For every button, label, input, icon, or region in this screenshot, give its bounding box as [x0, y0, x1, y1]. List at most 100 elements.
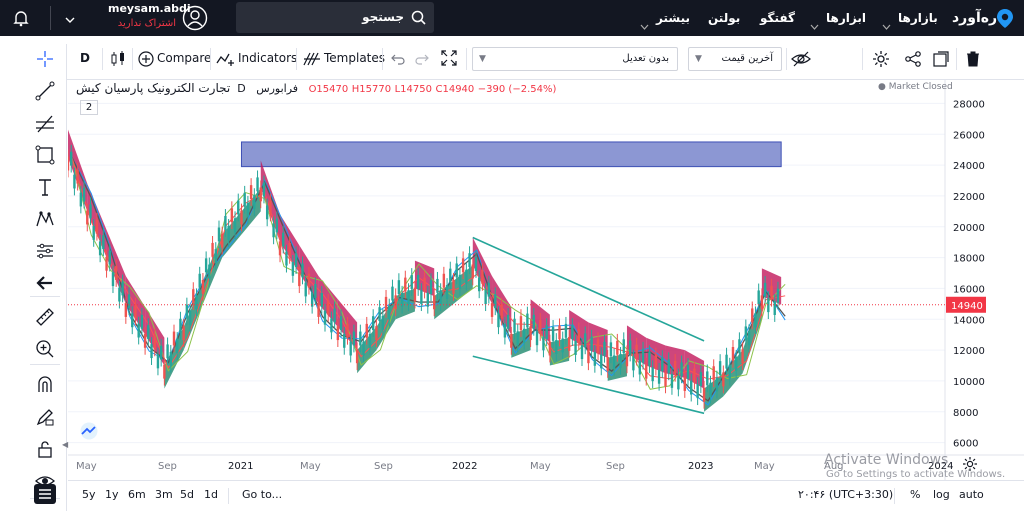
- search-box[interactable]: جستجو: [236, 2, 434, 33]
- log-scale-toggle[interactable]: log: [933, 481, 950, 509]
- candle-body: [500, 304, 503, 319]
- redo-icon[interactable]: [414, 51, 430, 67]
- top-navigation-bar: meysam.abdi اشتراک ندارید جستجو بیشتر بو…: [0, 0, 1024, 36]
- candle-body: [172, 331, 176, 346]
- range-1y-label: 1y: [105, 488, 119, 501]
- share-icon[interactable]: [904, 50, 922, 68]
- back-arrow-icon[interactable]: [34, 272, 56, 294]
- candle-body: [638, 360, 642, 375]
- logo[interactable]: رەآورد: [952, 0, 997, 36]
- price-source-select[interactable]: ▼ آخرین قیمت: [688, 47, 782, 71]
- zoom-in-icon[interactable]: [34, 338, 56, 360]
- trend-line-icon[interactable]: [34, 80, 56, 102]
- text-tool-icon[interactable]: [34, 176, 56, 198]
- chart-canvas[interactable]: 14940 6000 8000 10000 12000 14000 16000 18000 20…: [66, 80, 1024, 480]
- trash-icon[interactable]: [964, 50, 982, 68]
- ruler-icon[interactable]: [34, 306, 56, 328]
- y-tick-label: 8000: [953, 408, 978, 419]
- candle-body: [677, 375, 680, 390]
- collapse-panel-arrow-icon[interactable]: ◀: [62, 440, 69, 449]
- crosshair-icon[interactable]: [34, 48, 56, 70]
- candle-body: [751, 308, 754, 323]
- candle-body: [693, 368, 696, 383]
- compare-button[interactable]: Compare: [157, 46, 211, 70]
- range-1y[interactable]: 1y: [105, 481, 119, 509]
- range-6m[interactable]: 6m: [128, 481, 146, 509]
- range-3m-label: 3m: [155, 488, 173, 501]
- nav-markets[interactable]: بازارها: [898, 0, 938, 36]
- indicators-button[interactable]: Indicators: [238, 46, 297, 70]
- snapshot-icon[interactable]: [932, 50, 950, 68]
- range-5y[interactable]: 5y: [82, 481, 96, 509]
- nav-chat-label: گفتگو: [760, 11, 796, 25]
- candle-body: [548, 341, 552, 356]
- candle-body: [204, 258, 208, 273]
- candle-body: [449, 268, 452, 283]
- candle-body: [494, 294, 497, 309]
- candle-body: [365, 323, 368, 338]
- magnet-icon[interactable]: [34, 374, 56, 396]
- legend-collapse-toggle[interactable]: 2: [80, 100, 98, 115]
- nav-tools[interactable]: ابزارها: [826, 0, 866, 36]
- candle-body: [593, 351, 597, 366]
- candle-body: [529, 326, 532, 341]
- candle-body: [458, 274, 462, 289]
- range-3m[interactable]: 3m: [155, 481, 173, 509]
- candle-body: [391, 286, 394, 301]
- price-chart[interactable]: 14940 6000 8000 10000 12000 14000 16000 18000 20…: [66, 80, 1024, 511]
- shapes-rectangle-icon[interactable]: [34, 144, 56, 166]
- candle-body: [288, 242, 291, 257]
- candle-body: [182, 326, 185, 341]
- nav-bulletin[interactable]: بولتن: [708, 0, 740, 36]
- goto-date-button[interactable]: Go to...: [242, 481, 282, 509]
- candle-body: [349, 341, 352, 356]
- candle-body: [66, 156, 70, 171]
- range-5d[interactable]: 5d: [180, 481, 194, 509]
- range-5d-label: 5d: [180, 488, 194, 501]
- candle-body: [747, 331, 751, 346]
- candle-style-icon[interactable]: [108, 49, 128, 69]
- divider: [30, 296, 60, 297]
- candle-body: [159, 345, 163, 360]
- user-info[interactable]: meysam.abdi اشتراک ندارید: [108, 2, 191, 32]
- range-1d[interactable]: 1d: [204, 481, 218, 509]
- hide-eye-icon[interactable]: [790, 50, 812, 68]
- nav-chat[interactable]: گفتگو: [760, 0, 795, 36]
- undo-icon[interactable]: [390, 51, 406, 67]
- price-source-select-value: آخرین قیمت: [721, 53, 773, 64]
- candle-body: [137, 323, 140, 338]
- account-menu-chevron-icon[interactable]: [64, 11, 76, 23]
- nav-more[interactable]: بیشتر: [656, 0, 690, 36]
- candle-body: [439, 290, 442, 305]
- fib-tools-icon[interactable]: [34, 112, 56, 134]
- trend-line: [472, 355, 705, 415]
- adjustment-select[interactable]: ▼ بدون تعدیل: [472, 47, 678, 71]
- chart-settings-icon[interactable]: [962, 456, 978, 472]
- candle-body: [728, 364, 731, 379]
- market-status: ● Market Closed: [878, 82, 953, 92]
- patterns-icon[interactable]: [34, 208, 56, 230]
- avatar-icon[interactable]: [182, 5, 208, 31]
- candle-body: [612, 355, 616, 370]
- candle-body: [195, 295, 198, 310]
- templates-button[interactable]: Templates: [324, 46, 385, 70]
- timezone-clock[interactable]: ۲۰:۴۶ (UTC+3:30): [798, 481, 893, 509]
- candle-body: [407, 290, 410, 305]
- lock-pencil-icon[interactable]: [34, 406, 56, 428]
- object-tree-icon[interactable]: [34, 484, 56, 504]
- candle-body: [641, 348, 645, 363]
- auto-scale-toggle[interactable]: auto: [959, 481, 984, 509]
- candle-body: [635, 344, 638, 359]
- templates-icon: [302, 51, 322, 67]
- percent-scale-toggle[interactable]: %: [910, 481, 920, 509]
- symbol-name[interactable]: تجارت الکترونیک پارسیان کیش: [76, 81, 231, 95]
- interval-button[interactable]: D: [80, 46, 90, 70]
- fullscreen-icon[interactable]: [440, 49, 458, 67]
- chevron-down-icon: ▼: [695, 54, 702, 64]
- compare-label: Compare: [157, 51, 212, 65]
- lock-icon[interactable]: [34, 438, 56, 460]
- settings-gear-icon[interactable]: [872, 50, 890, 68]
- notifications-bell-icon[interactable]: [12, 9, 30, 27]
- measure-tools-icon[interactable]: [34, 240, 56, 262]
- candle-body: [147, 325, 150, 340]
